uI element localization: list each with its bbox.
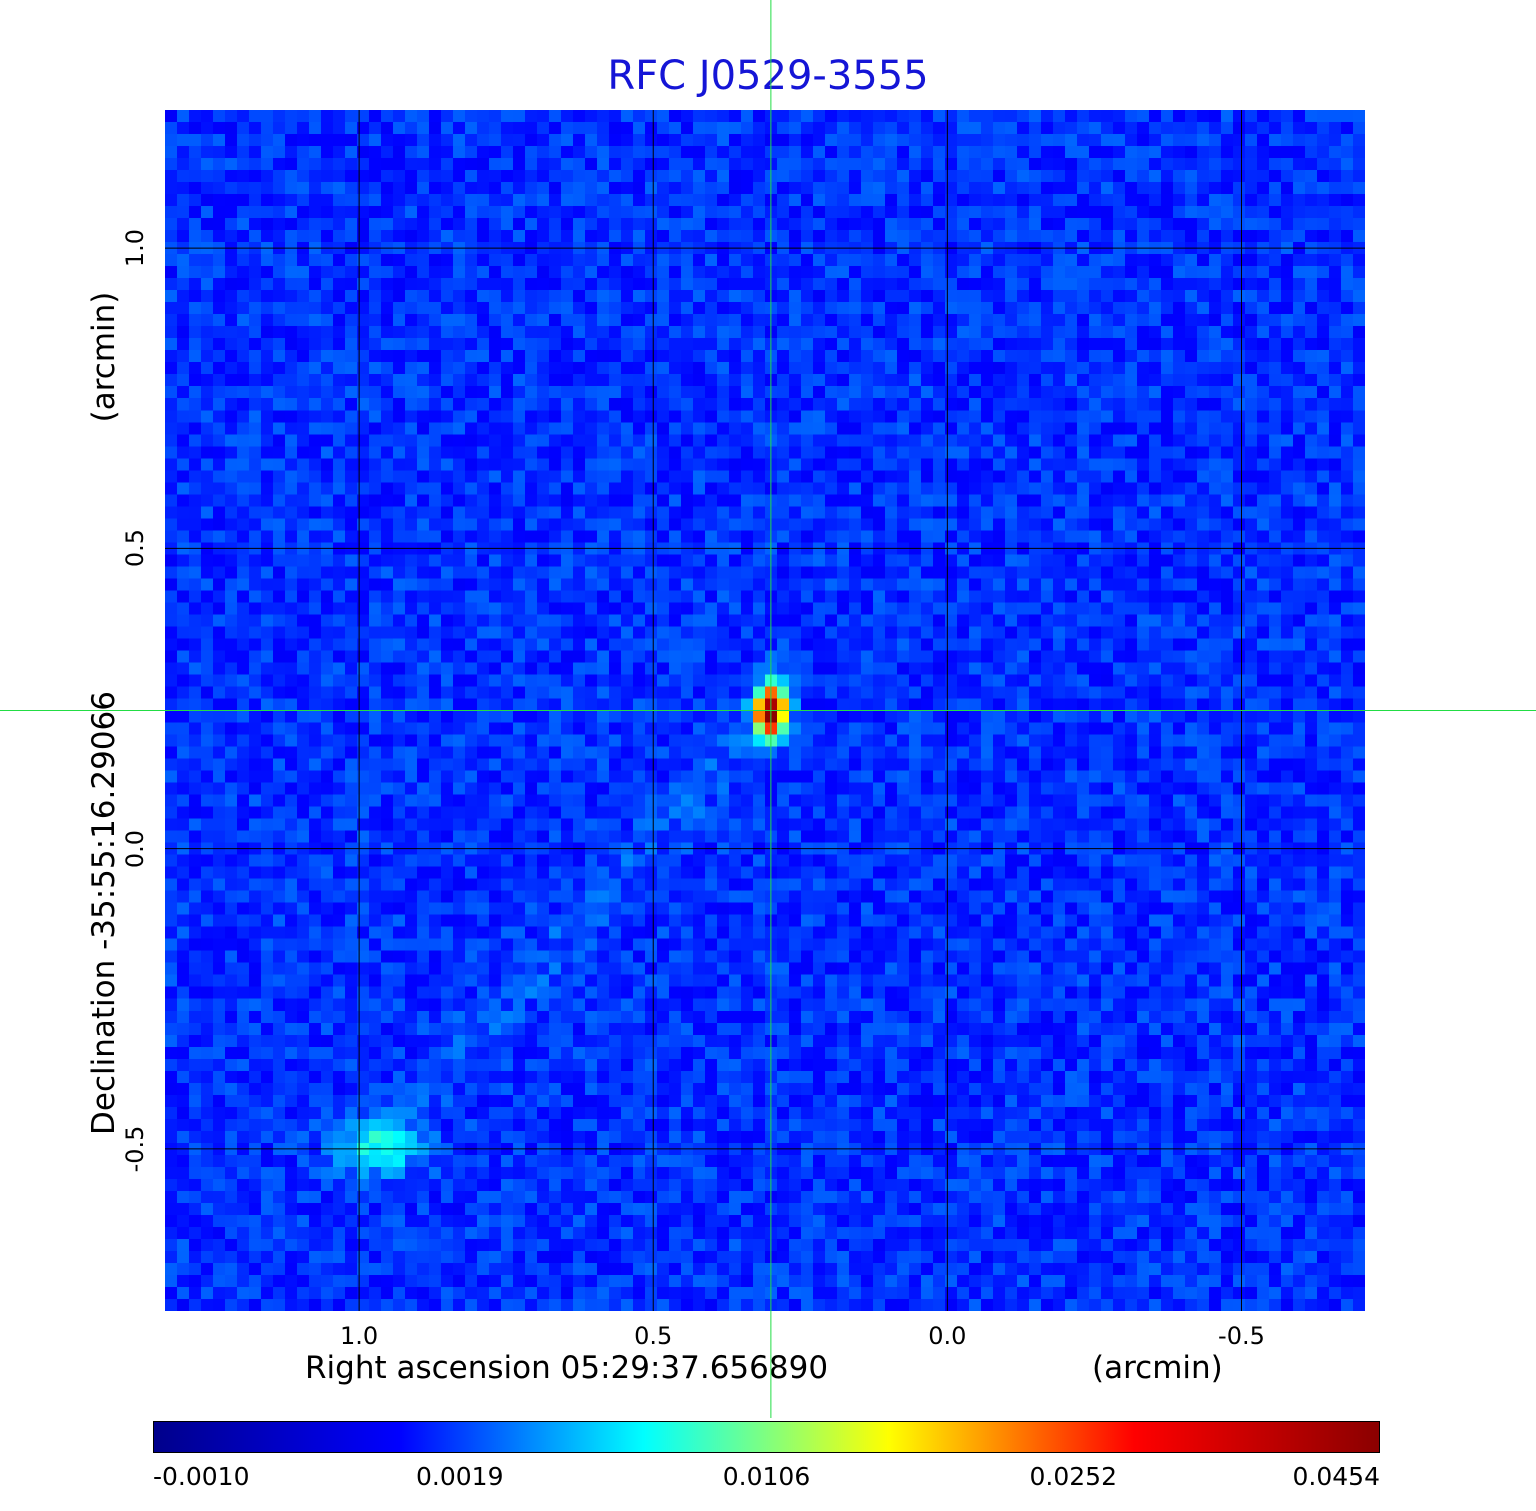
x-axis-unit: (arcmin) [1092, 1350, 1223, 1386]
y-tick-label: 0.0 [121, 829, 149, 868]
y-tick-label: 0.5 [121, 529, 149, 568]
y-tick-label: 1.0 [121, 229, 149, 268]
y-axis-label: Declination -35:55:16.29066 [86, 691, 122, 1135]
x-tick-label: -0.5 [1218, 1322, 1265, 1350]
x-tick-label: 1.0 [340, 1322, 379, 1350]
intensity-map [165, 110, 1365, 1311]
y-axis-unit: (arcmin) [86, 291, 122, 423]
image-plot-area[interactable] [165, 110, 1365, 1311]
colorbar [153, 1421, 1380, 1453]
colorbar-tick-label: -0.0010 [153, 1462, 250, 1491]
x-tick-label: 0.5 [634, 1322, 673, 1350]
colorbar-tick-label: 0.0106 [722, 1462, 811, 1491]
x-axis-label: Right ascension 05:29:37.656890 [305, 1350, 829, 1386]
colorbar-tick-label: 0.0252 [1029, 1462, 1117, 1491]
chart-title: RFC J0529-3555 [607, 53, 929, 99]
colorbar-tick-label: 0.0019 [416, 1462, 504, 1491]
x-tick-label: 0.0 [928, 1322, 967, 1350]
colorbar-tick-label: 0.0454 [1292, 1462, 1380, 1491]
y-tick-label: -0.5 [121, 1125, 149, 1173]
